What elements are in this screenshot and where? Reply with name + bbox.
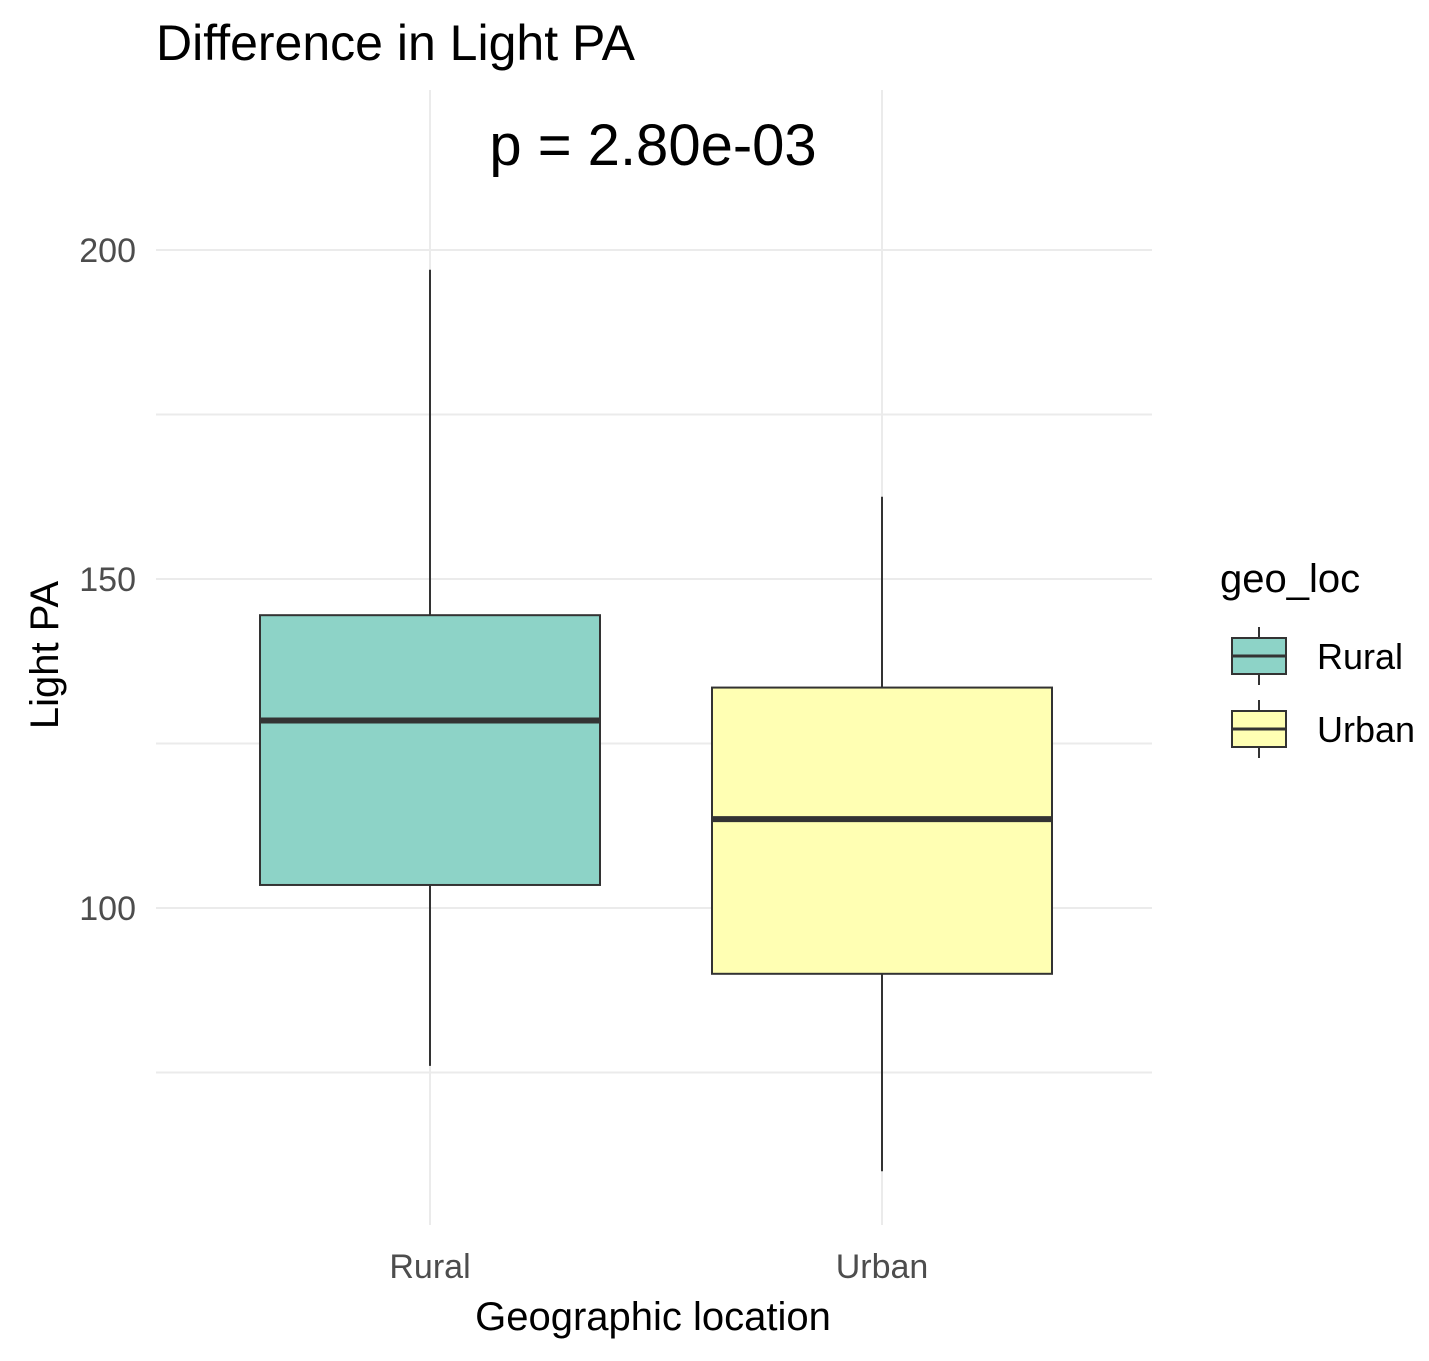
x-axis-title: Geographic location [475, 1295, 831, 1339]
x-tick-label: Rural [389, 1248, 470, 1286]
y-tick-label: 150 [79, 561, 136, 599]
p-value-annotation: p = 2.80e-03 [489, 113, 816, 178]
legend-item-urban: Urban [1231, 700, 1415, 758]
y-tick-label: 200 [79, 232, 136, 270]
legend-label: Rural [1317, 636, 1403, 677]
legend-item-rural: Rural [1231, 627, 1403, 685]
box-iqr [259, 614, 601, 886]
y-axis-title: Light PA [23, 581, 67, 730]
box-rural [259, 269, 601, 1066]
x-axis-ticks: Rural Urban [389, 1248, 928, 1286]
x-tick-label: Urban [836, 1248, 929, 1286]
y-tick-label: 100 [79, 890, 136, 928]
legend-items: Rural Urban [1231, 627, 1415, 758]
y-axis-ticks: 100 150 200 [79, 232, 136, 928]
legend: geo_loc Rural Urban [1220, 557, 1415, 758]
box-urban [711, 496, 1053, 1172]
box-layer [259, 269, 1053, 1172]
legend-label: Urban [1317, 709, 1415, 750]
legend-title: geo_loc [1220, 557, 1360, 601]
chart-title: Difference in Light PA [156, 15, 636, 71]
box-iqr [711, 686, 1053, 975]
